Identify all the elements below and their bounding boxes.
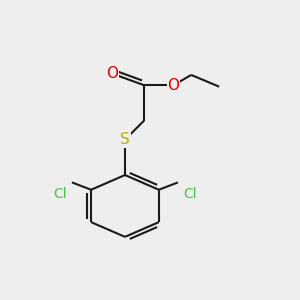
Text: O: O [106,66,118,81]
Text: S: S [120,132,130,147]
Text: Cl: Cl [53,187,67,201]
Text: Cl: Cl [183,187,196,201]
Text: O: O [168,78,180,93]
